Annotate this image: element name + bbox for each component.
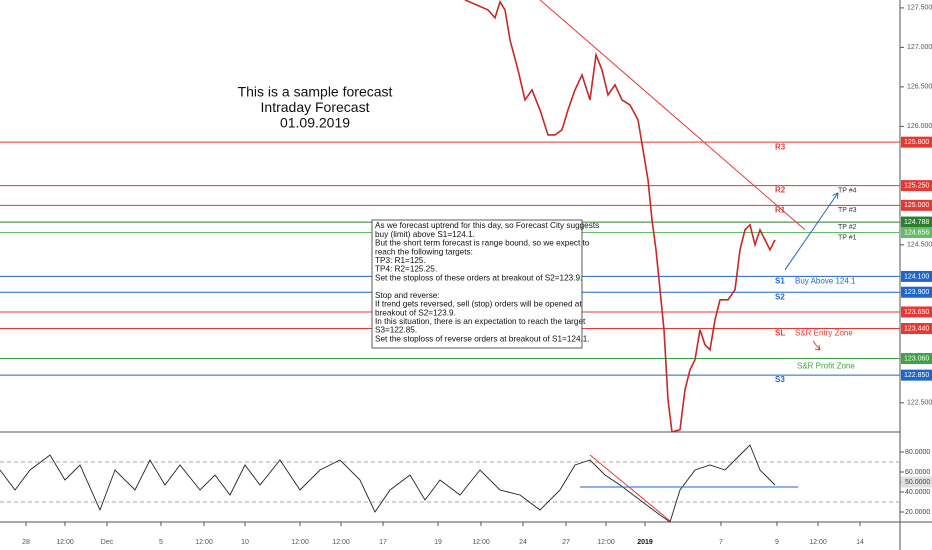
rsi-tick-label: 20.0000 [905, 509, 930, 516]
level-label-box [901, 216, 932, 228]
level-note: S&R Entry Zone [795, 329, 853, 338]
tp-label: TP #2 [838, 224, 857, 231]
note-line: Stop and reverse: [375, 291, 440, 300]
level-label-box [901, 180, 932, 192]
rsi-tick-label: 80.0000 [905, 449, 930, 456]
level-label: 123.650 [904, 309, 929, 316]
level-note: S&R Profit Zone [797, 362, 855, 371]
note-line: S3=122.85. [375, 326, 417, 335]
note-line: Set the stoploss of reverse orders at br… [375, 334, 590, 343]
rsi-trendline [589, 454, 673, 522]
rsi-tick-label: 50.0000 [905, 479, 930, 486]
x-tick-label: 27 [562, 539, 570, 546]
forecast-title: This is a sample forecast [238, 84, 393, 100]
level-label: 124.788 [904, 219, 929, 226]
x-tick-label: 2019 [637, 539, 653, 546]
note-line: reach the following targets: [375, 247, 473, 256]
note-box [371, 219, 583, 349]
level-label-box [901, 323, 932, 335]
level-tag: S3 [775, 375, 785, 384]
level-tag: S2 [775, 292, 785, 301]
level-label: 123.900 [904, 289, 929, 296]
note-line: breakout of S2=123.9. [375, 308, 456, 317]
y-tick-label: 126.500 [907, 84, 932, 91]
trendline [784, 192, 839, 271]
x-tick-label: 12:00 [472, 539, 490, 546]
level-label-box [901, 286, 932, 298]
y-tick-label: 127.000 [907, 44, 932, 51]
arrowhead [832, 192, 839, 199]
x-tick-label: 10 [241, 539, 249, 546]
level-note: Buy Above 124.1 [795, 277, 856, 286]
level-label-box [901, 136, 932, 148]
y-tick-label: 124.500 [907, 242, 932, 249]
tp-label: TP #4 [838, 187, 857, 194]
x-tick-label: 12:00 [195, 539, 213, 546]
x-tick-label: 12:00 [291, 539, 309, 546]
level-label-box [901, 227, 932, 239]
y-tick-label: 126.000 [907, 123, 932, 130]
note-line: If trend gets reversed, sell (stop) orde… [375, 300, 582, 309]
level-label: 123.440 [904, 325, 929, 332]
level-label-box [901, 306, 932, 318]
note-line: TP3: R1=125. [375, 256, 426, 265]
level-label-box [901, 369, 932, 381]
note-line: buy (limit) above S1=124.1. [375, 230, 475, 239]
entry-arrow [812, 340, 821, 351]
level-label: 123.060 [904, 355, 929, 362]
x-tick-label: 12:00 [56, 539, 74, 546]
level-label: 125.250 [904, 182, 929, 189]
level-tag: R3 [775, 142, 786, 151]
forecast-title: 01.09.2019 [280, 115, 350, 131]
level-label-box [901, 353, 932, 365]
forecast-title: Intraday Forecast [261, 99, 370, 115]
level-tag: SL [775, 329, 785, 338]
level-label: 125.800 [904, 139, 929, 146]
note-line: In this situation, there is an expectati… [375, 317, 586, 326]
note-line: As we forecast uptrend for this day, so … [375, 221, 599, 230]
x-tick-label: 12:00 [809, 539, 827, 546]
x-tick-label: 12:00 [332, 539, 350, 546]
x-tick-label: Dec [101, 539, 114, 546]
x-tick-label: 17 [379, 539, 387, 546]
level-label-box [901, 270, 932, 282]
tp-label: TP #1 [838, 234, 857, 241]
note-line: Set the stoploss of these orders at brea… [375, 273, 582, 282]
x-tick-label: 12:00 [597, 539, 615, 546]
level-tag: R2 [775, 186, 786, 195]
x-tick-label: 5 [159, 539, 163, 546]
tp-label: TP #3 [838, 207, 857, 214]
note-line: TP4: R2=125.25. [375, 265, 437, 274]
level-label: 124.656 [904, 229, 929, 236]
x-tick-label: 28 [22, 539, 30, 546]
x-tick-label: 9 [775, 539, 779, 546]
trendline [539, 0, 806, 231]
rsi-pane [0, 444, 900, 522]
level-tag: S1 [775, 277, 785, 286]
rsi-tick-label: 40.0000 [905, 489, 930, 496]
x-tick-label: 24 [519, 539, 527, 546]
level-label-box [901, 199, 932, 211]
y-tick-label: 127.500 [907, 5, 932, 12]
x-tick-label: 7 [719, 539, 723, 546]
level-tag: R1 [775, 205, 786, 214]
price-line [464, 0, 776, 432]
x-tick-label: 14 [856, 539, 864, 546]
rsi-tick-label: 60.0000 [905, 469, 930, 476]
note-line: But the short term forecast is range bou… [375, 239, 590, 248]
level-label: 124.100 [904, 273, 929, 280]
y-tick-label: 122.500 [907, 400, 932, 407]
level-label: 125.000 [904, 202, 929, 209]
rsi-line [0, 444, 776, 522]
x-tick-label: 19 [434, 539, 442, 546]
rsi-value-box [901, 476, 932, 488]
level-label: 122.850 [904, 372, 929, 379]
